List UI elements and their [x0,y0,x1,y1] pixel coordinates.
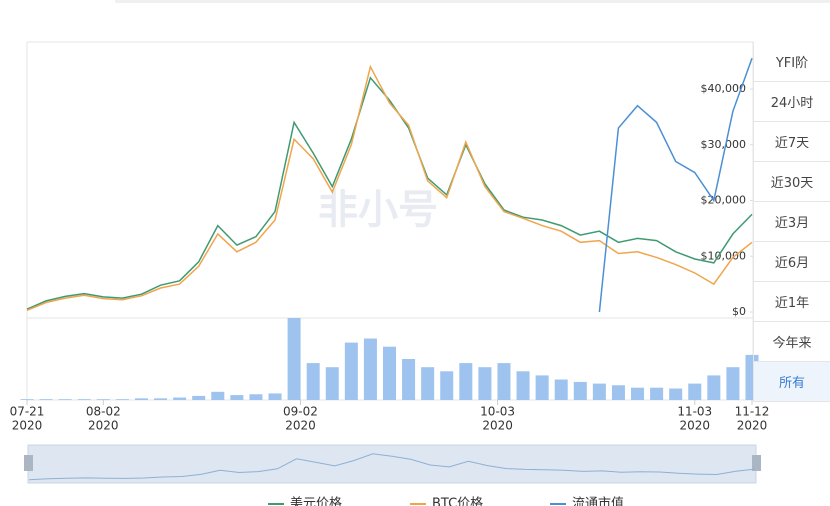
x-tick-label: 2020 [679,419,710,433]
x-tick-label: 09-02 [283,405,318,419]
x-tick-label: 2020 [737,419,768,433]
volume-bar [516,371,530,400]
x-tick-label: 2020 [285,419,316,433]
series-line [598,58,753,313]
x-tick-label: 2020 [12,419,43,433]
x-tick-label: 08-02 [86,405,121,419]
volume-bar [497,363,511,400]
volume-bar [707,375,721,400]
x-tick-label: 2020 [482,419,513,433]
volume-bar [459,363,473,400]
series-line [26,76,753,310]
volume-bar [402,359,416,400]
volume-bar [611,385,625,400]
x-tick-label: 11-03 [677,405,712,419]
volume-bar [421,367,435,400]
series-line [26,64,753,311]
x-tick-label: 2020 [88,419,119,433]
x-tick-label: 10-03 [480,405,515,419]
top-bar [115,0,830,3]
legend-label: 美元价格 [290,496,342,506]
volume-bar [478,367,492,400]
y-tick-label: $20,000 [701,194,747,207]
volume-bar [154,398,168,400]
volume-bar [211,391,225,400]
volume-bar [592,383,606,400]
range-menu: YFI阶 24小时 近7天 近30天 近3月 近6月 近1年 今年来 所有 [753,42,830,402]
volume-bar [287,318,301,400]
volume-bar [573,381,587,400]
volume-bar [669,388,683,400]
range-option[interactable]: 近3月 [753,202,830,242]
volume-bar [554,379,568,400]
volume-bar [192,395,206,400]
legend-label: BTC价格 [432,496,483,506]
range-option[interactable]: 近1年 [753,282,830,322]
volume-bar [134,398,148,400]
volume-bar [440,371,454,400]
range-option[interactable]: 所有 [753,362,830,402]
navigator-handle[interactable] [752,455,761,471]
volume-bar [650,387,664,400]
menu-title: YFI阶 [753,42,830,82]
volume-bar [249,394,263,400]
range-option[interactable]: 今年来 [753,322,830,362]
volume-bar [726,367,740,400]
volume-bar [173,397,187,400]
navigator [27,444,757,484]
x-tick-label: 11-12 [735,405,770,419]
volume-bar [688,383,702,400]
volume-bar [363,338,377,400]
volume-bar [77,399,91,400]
y-tick-label: $30,000 [701,138,747,151]
range-option[interactable]: 近6月 [753,242,830,282]
volume-bar [230,395,244,400]
volume-bar [58,399,72,400]
x-tick-label: 07-21 [10,405,45,419]
volume-bar [96,399,110,400]
volume-bar [325,367,339,400]
volume-bar [344,342,358,400]
volume-bar [268,393,282,400]
watermark: 非小号 [318,187,438,233]
volume-bar [535,375,549,400]
range-option[interactable]: 近7天 [753,122,830,162]
legend-label: 流通市值 [572,496,624,506]
volume-bar [631,387,645,400]
y-tick-label: $10,000 [701,249,747,262]
volume-bar [306,363,320,400]
range-option[interactable]: 24小时 [753,82,830,122]
y-tick-label: $0 [732,305,746,318]
range-option[interactable]: 近30天 [753,162,830,202]
y-tick-label: $40,000 [701,82,747,95]
volume-bar [20,399,34,400]
volume-bar [115,399,129,400]
volume-bar [382,346,397,400]
navigator-handle[interactable] [24,455,33,471]
navigator-line [28,453,756,481]
volume-bar [39,399,53,400]
